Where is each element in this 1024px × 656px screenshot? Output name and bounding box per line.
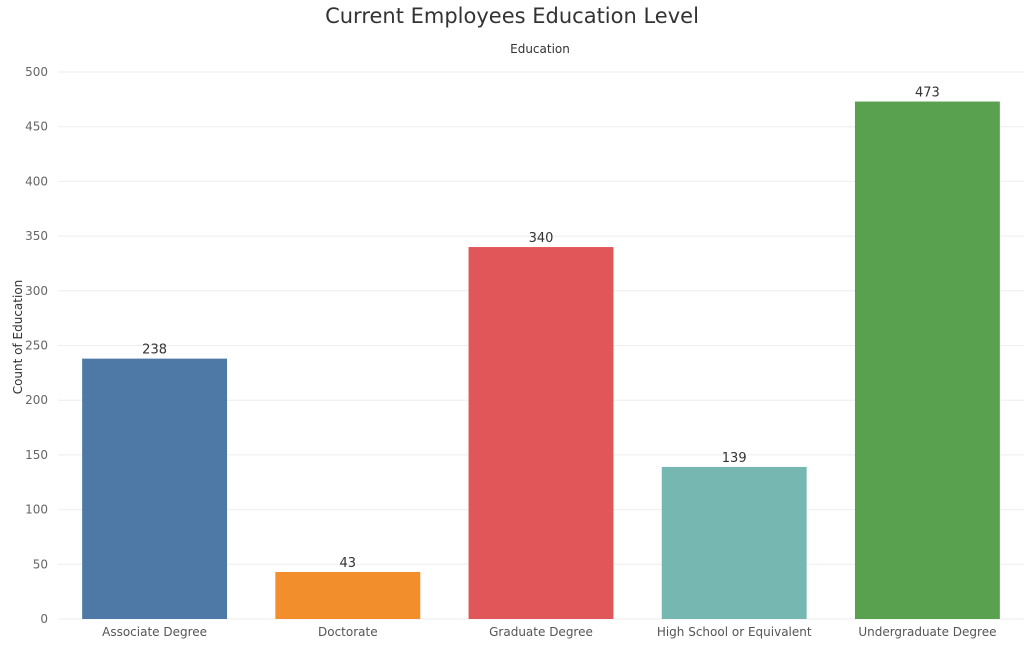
bar: [82, 358, 228, 619]
y-tick-label: 100: [25, 503, 48, 517]
bar: [275, 571, 421, 619]
chart-header-label: Education: [510, 42, 570, 56]
y-tick-label: 300: [25, 284, 48, 298]
x-tick-label: Graduate Degree: [489, 625, 593, 639]
x-tick-label: Associate Degree: [102, 625, 207, 639]
y-tick-label: 350: [25, 229, 48, 243]
bars: [82, 101, 1000, 620]
data-labels: 238 43 340 139 473: [142, 86, 940, 571]
data-label: 43: [340, 556, 357, 571]
data-label: 473: [915, 86, 940, 101]
y-tick-label: 150: [25, 448, 48, 462]
x-tick-label: Doctorate: [318, 625, 378, 639]
x-tick-label: Undergraduate Degree: [858, 625, 996, 639]
x-tick-label: High School or Equivalent: [657, 625, 812, 639]
data-label: 340: [529, 231, 554, 246]
data-label: 238: [142, 343, 167, 358]
data-label: 139: [722, 451, 747, 466]
bar: [661, 466, 807, 619]
x-axis-ticks: Associate Degree Doctorate Graduate Degree…: [102, 625, 996, 639]
y-tick-label: 50: [33, 557, 48, 571]
chart-title: Current Employees Education Level: [325, 4, 699, 28]
bar: [468, 247, 614, 620]
y-tick-label: 0: [40, 612, 48, 626]
y-tick-label: 500: [25, 65, 48, 79]
y-axis-ticks: 0 50 100 150 200 250 300 350 400 450 500: [25, 65, 48, 626]
y-tick-label: 200: [25, 393, 48, 407]
y-tick-label: 400: [25, 174, 48, 188]
bar: [854, 101, 1000, 619]
y-tick-label: 450: [25, 120, 48, 134]
y-tick-label: 250: [25, 339, 48, 353]
